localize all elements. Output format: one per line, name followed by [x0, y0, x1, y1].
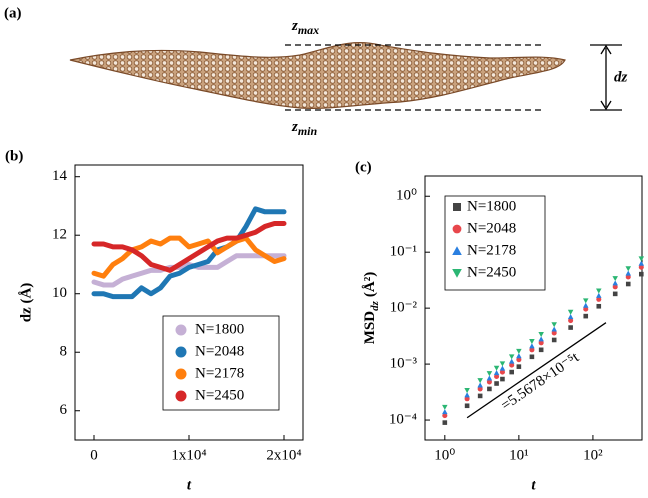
marker — [538, 332, 544, 337]
marker — [539, 348, 544, 353]
marker — [453, 203, 461, 211]
y-label-main: MSD — [362, 311, 378, 345]
x-axis-label: t — [531, 477, 536, 493]
marker — [464, 388, 470, 393]
fit-line — [467, 323, 606, 418]
figure: (a) zmax zmin dz (b) 0 1x10⁴ 2x10⁴ 6 8 10 12 14 t… — [0, 0, 648, 498]
legend-label: N=2450 — [467, 264, 516, 280]
subscript: min — [298, 124, 318, 138]
legend-label: N=1800 — [195, 321, 244, 337]
y-tick-label: 8 — [60, 344, 68, 360]
legend-marker — [176, 391, 187, 402]
legend-label: N=2048 — [467, 220, 516, 236]
x-tick-label: 0 — [90, 447, 98, 463]
marker — [509, 354, 515, 359]
fit-label: =5.5678×10⁻⁵t — [498, 349, 582, 414]
x-tick-label: 10¹ — [509, 447, 529, 463]
marker — [612, 276, 618, 281]
marker — [465, 403, 470, 408]
x-tick-label: 10⁰ — [434, 447, 455, 463]
x-tick-label: 10² — [583, 447, 603, 463]
marker — [583, 298, 589, 303]
marker — [613, 292, 618, 297]
marker — [517, 364, 522, 369]
legend-label: N=2048 — [195, 343, 244, 359]
panel-label: (c) — [355, 159, 372, 175]
legend-label: N=1800 — [467, 198, 516, 214]
marker — [626, 282, 631, 287]
x-axis-label: t — [187, 477, 192, 493]
legend-label: N=2178 — [467, 242, 516, 258]
panel-label: (a) — [4, 5, 22, 21]
marker — [568, 310, 574, 315]
marker — [639, 272, 644, 277]
marker — [596, 289, 602, 294]
marker — [551, 322, 557, 327]
y-axis-label: MSDdz (Å²) — [362, 272, 380, 344]
legend-label: N=2450 — [195, 387, 244, 403]
x-tick-label: 2x10⁴ — [266, 447, 301, 463]
marker — [596, 304, 601, 309]
y-tick-label: 10⁰ — [396, 188, 417, 204]
marker — [500, 361, 506, 366]
marker — [494, 366, 500, 371]
marker — [568, 325, 573, 330]
dz-label: dz — [614, 69, 628, 85]
panel-label: (b) — [5, 148, 23, 164]
legend-label: N=2178 — [195, 365, 244, 381]
y-tick-label: 10⁻¹ — [390, 244, 417, 260]
membrane — [70, 43, 565, 109]
marker — [530, 355, 535, 360]
marker — [477, 378, 483, 383]
x-tick-label: 1x10⁴ — [171, 447, 206, 463]
marker — [516, 349, 522, 354]
marker — [625, 266, 631, 271]
legend-marker — [176, 347, 187, 358]
zmin-label: zmin — [291, 119, 318, 137]
marker — [639, 256, 645, 261]
legend-marker — [176, 325, 187, 336]
y-tick-label: 6 — [60, 402, 68, 418]
marker — [443, 420, 448, 425]
marker — [500, 377, 505, 382]
marker — [509, 370, 514, 375]
marker — [442, 405, 448, 410]
y-label-sub: dz — [369, 300, 381, 311]
y-label-unit: (Å²) — [362, 272, 378, 297]
y-tick-label: 10⁻⁴ — [389, 411, 417, 427]
zmax-label: zmax — [291, 18, 319, 36]
marker — [478, 394, 483, 399]
marker — [453, 225, 462, 234]
y-tick-label: 10⁻³ — [390, 356, 418, 372]
marker — [487, 371, 493, 376]
y-axis-label: dz (Å) — [18, 283, 34, 323]
marker — [494, 381, 499, 386]
legend-marker — [176, 369, 187, 380]
marker — [552, 338, 557, 343]
y-tick-label: 10 — [52, 285, 67, 301]
marker — [529, 339, 535, 344]
marker — [487, 387, 492, 392]
panel-a: (a) zmax zmin dz — [4, 5, 628, 137]
y-tick-label: 14 — [52, 168, 68, 184]
y-tick-label: 10⁻² — [390, 300, 418, 316]
subscript: max — [298, 23, 319, 37]
y-tick-label: 12 — [52, 227, 67, 243]
marker — [583, 314, 588, 319]
